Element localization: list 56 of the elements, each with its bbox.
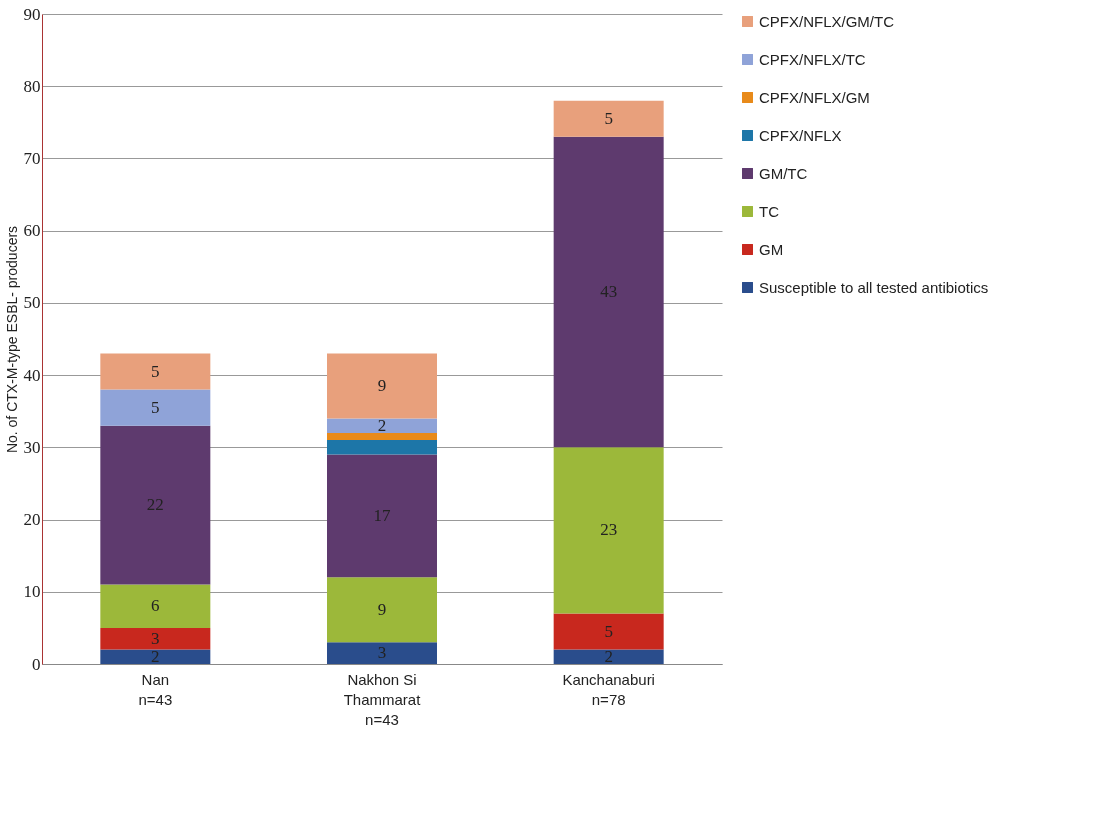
bar [553, 613, 664, 650]
data-label: 3 [151, 628, 160, 648]
bar [327, 577, 437, 643]
bar [553, 649, 664, 664]
y-tick-label: 50 [23, 293, 41, 313]
data-label: 9 [377, 375, 387, 395]
bar [100, 389, 211, 426]
data-label: 23 [600, 520, 618, 540]
bar [100, 649, 211, 664]
data-label: 17 [373, 505, 391, 525]
bar [327, 353, 437, 419]
legend-label: GM/TC [759, 164, 808, 182]
data-label: 6 [151, 596, 160, 616]
legend-label: CPFX/NFLX/GM [759, 88, 870, 106]
legend-label: Susceptible to all tested antibiotics [759, 278, 989, 296]
y-tick-label: 10 [23, 582, 41, 602]
legend-label: CPFX/NFLX/GM/TC [759, 12, 895, 30]
x-tick-label: Nakhon Si Thammarat n=43 [343, 670, 422, 728]
data-label: 5 [151, 397, 160, 417]
bar [553, 447, 664, 614]
data-label: 5 [604, 108, 613, 128]
y-tick-label: 80 [23, 76, 41, 96]
data-label: 43 [600, 282, 618, 302]
x-tick-label: Nan n=43 [138, 670, 173, 708]
data-label: 5 [151, 361, 160, 381]
y-tick-label: 40 [23, 365, 41, 385]
y-tick-label: 0 [32, 654, 41, 674]
data-label: 2 [604, 646, 613, 666]
bar [100, 353, 211, 390]
bar [327, 432, 437, 441]
data-label: 5 [604, 621, 613, 641]
bar [327, 642, 437, 664]
y-tick-label: 20 [23, 510, 41, 530]
bar [327, 454, 437, 578]
bar [553, 100, 664, 137]
legend-label: GM [759, 240, 784, 258]
legend-label: CPFX/NFLX [759, 126, 842, 144]
y-tick-label: 30 [23, 437, 41, 457]
bar [100, 425, 211, 585]
bar [100, 627, 211, 650]
bar [553, 136, 664, 448]
y-tick-label: 70 [23, 148, 41, 168]
y-tick-label: 90 [23, 4, 41, 24]
y-axis-title: No. of CTX-M-type ESBL- producers [3, 225, 20, 454]
y-tick-label: 60 [23, 221, 41, 241]
data-label: 9 [377, 599, 387, 619]
legend-label: TC [759, 202, 780, 220]
data-label: 2 [151, 646, 160, 666]
bar [100, 584, 211, 628]
data-label: 22 [146, 495, 164, 515]
data-label: 2 [377, 415, 387, 435]
bar [327, 440, 437, 455]
legend-label: CPFX/NFLX/TC [759, 50, 866, 68]
bar [327, 418, 437, 433]
x-tick-label: Kanchanaburi n=78 [562, 670, 655, 708]
data-label: 3 [377, 643, 387, 663]
